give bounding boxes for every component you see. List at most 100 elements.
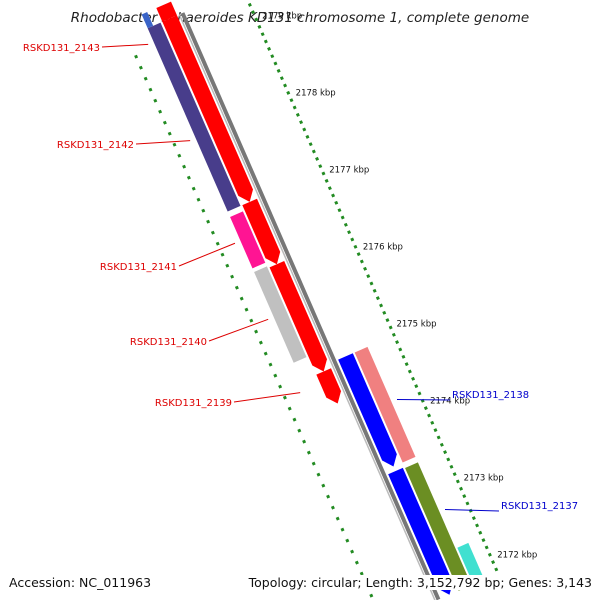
feature-bar (254, 266, 307, 363)
ruler-dot (158, 109, 163, 114)
ruler-dot (326, 494, 331, 499)
ruler-dot (268, 362, 273, 367)
ruler-dot (337, 208, 342, 213)
backbone-shadow (178, 14, 436, 600)
gene-label: RSKD131_2142 (57, 140, 134, 151)
ruler-dot (331, 193, 336, 198)
ruler-tick-label: 2179 kbp (262, 11, 302, 21)
accession-label: Accession: NC_011963 (7, 575, 154, 590)
ruler-dot (430, 420, 435, 425)
ruler-dot (327, 186, 332, 191)
ruler-dot (494, 567, 499, 572)
ruler-dot (354, 560, 359, 565)
ruler-dot (276, 68, 281, 73)
ruler-dot (286, 90, 291, 95)
gene-label: RSKD131_2139 (155, 398, 232, 409)
ruler-dot (385, 318, 390, 323)
ruler-dot (299, 120, 304, 125)
genome-summary: Topology: circular; Length: 3,152,792 bp… (246, 575, 594, 590)
ruler-dot (306, 450, 311, 455)
ruler-dot (449, 464, 454, 469)
ruler-dot (283, 83, 288, 88)
ruler-dot (491, 560, 496, 565)
ruler-dot (257, 24, 262, 29)
ruler-dot (172, 142, 177, 147)
ruler-dot (225, 263, 230, 268)
ruler-dot (251, 10, 256, 15)
gene-label: RSKD131_2140 (130, 337, 207, 348)
ruler-dot (433, 428, 438, 433)
feature-bar (354, 346, 416, 463)
ruler-dot (279, 76, 284, 81)
ruler-dot (215, 241, 220, 246)
ruler-dot (347, 230, 352, 235)
ruler-dot (455, 479, 460, 484)
ruler-dot (263, 351, 268, 356)
ruler-dot (423, 406, 428, 411)
ruler-dot (292, 417, 297, 422)
ruler-dot (369, 593, 374, 598)
ruler-dot (465, 501, 470, 506)
ruler-dot (398, 347, 403, 352)
ruler-dot (359, 571, 364, 576)
ruler-dot (427, 413, 432, 418)
ruler-dot (201, 208, 206, 213)
ruler-dot (315, 156, 320, 161)
ruler-tick-label: 2174 kbp (430, 396, 470, 406)
forward-gene-arrow (388, 467, 453, 595)
ruler-dot (375, 296, 380, 301)
ruler-dot (206, 219, 211, 224)
feature-bar (230, 211, 266, 269)
reverse-gene-arrow (156, 1, 177, 22)
backbone-line (180, 12, 441, 600)
ruler-dot (356, 252, 361, 257)
forward-gene-arrow (338, 353, 397, 467)
ruler-dot (345, 538, 350, 543)
label-leader-line (135, 140, 191, 145)
ruler-dot (305, 134, 310, 139)
ruler-dot (414, 384, 419, 389)
ruler-tick-label: 2172 kbp (497, 550, 537, 560)
reverse-gene-arrow (242, 198, 281, 265)
ruler-dot (273, 373, 278, 378)
ruler-dot (177, 153, 182, 158)
ruler-dot (407, 369, 412, 374)
ruler-dot (247, 2, 252, 7)
ruler-dot (239, 296, 244, 301)
ruler-dot (340, 215, 345, 220)
reverse-gene-arrow (162, 15, 253, 202)
ruler-tick-label: 2178 kbp (296, 88, 336, 98)
ruler-dot (372, 288, 377, 293)
label-leader-line (396, 398, 451, 401)
ruler-dot (138, 65, 143, 70)
ruler-dot (484, 545, 489, 550)
ruler-dot (292, 105, 297, 110)
ruler-dot (487, 552, 492, 557)
ruler-dot (391, 332, 396, 337)
ruler-dot (230, 274, 235, 279)
ruler-dot (366, 274, 371, 279)
gene-label: RSKD131_2138 (452, 390, 529, 401)
ruler-dot (162, 120, 167, 125)
ruler-dot (302, 127, 307, 132)
ruler-dot (353, 244, 358, 249)
ruler-dot (258, 340, 263, 345)
reverse-gene-arrow (269, 261, 327, 372)
label-leader-line (208, 318, 269, 342)
ruler-dot (335, 516, 340, 521)
ruler-dot (459, 486, 464, 491)
ruler-tick-label: 2177 kbp (329, 165, 369, 175)
ruler-dot (404, 362, 409, 367)
ruler-dot (446, 457, 451, 462)
ruler-dot (343, 222, 348, 227)
ruler-dot (321, 171, 326, 176)
ruler-dot (382, 310, 387, 315)
ruler-dot (471, 516, 476, 521)
ruler-dot (395, 340, 400, 345)
ruler-dot (297, 428, 302, 433)
ruler-dot (267, 46, 272, 51)
ruler-dot (481, 538, 486, 543)
ruler-dot (388, 325, 393, 330)
ruler-dot (254, 329, 259, 334)
ruler-dot (401, 354, 406, 359)
